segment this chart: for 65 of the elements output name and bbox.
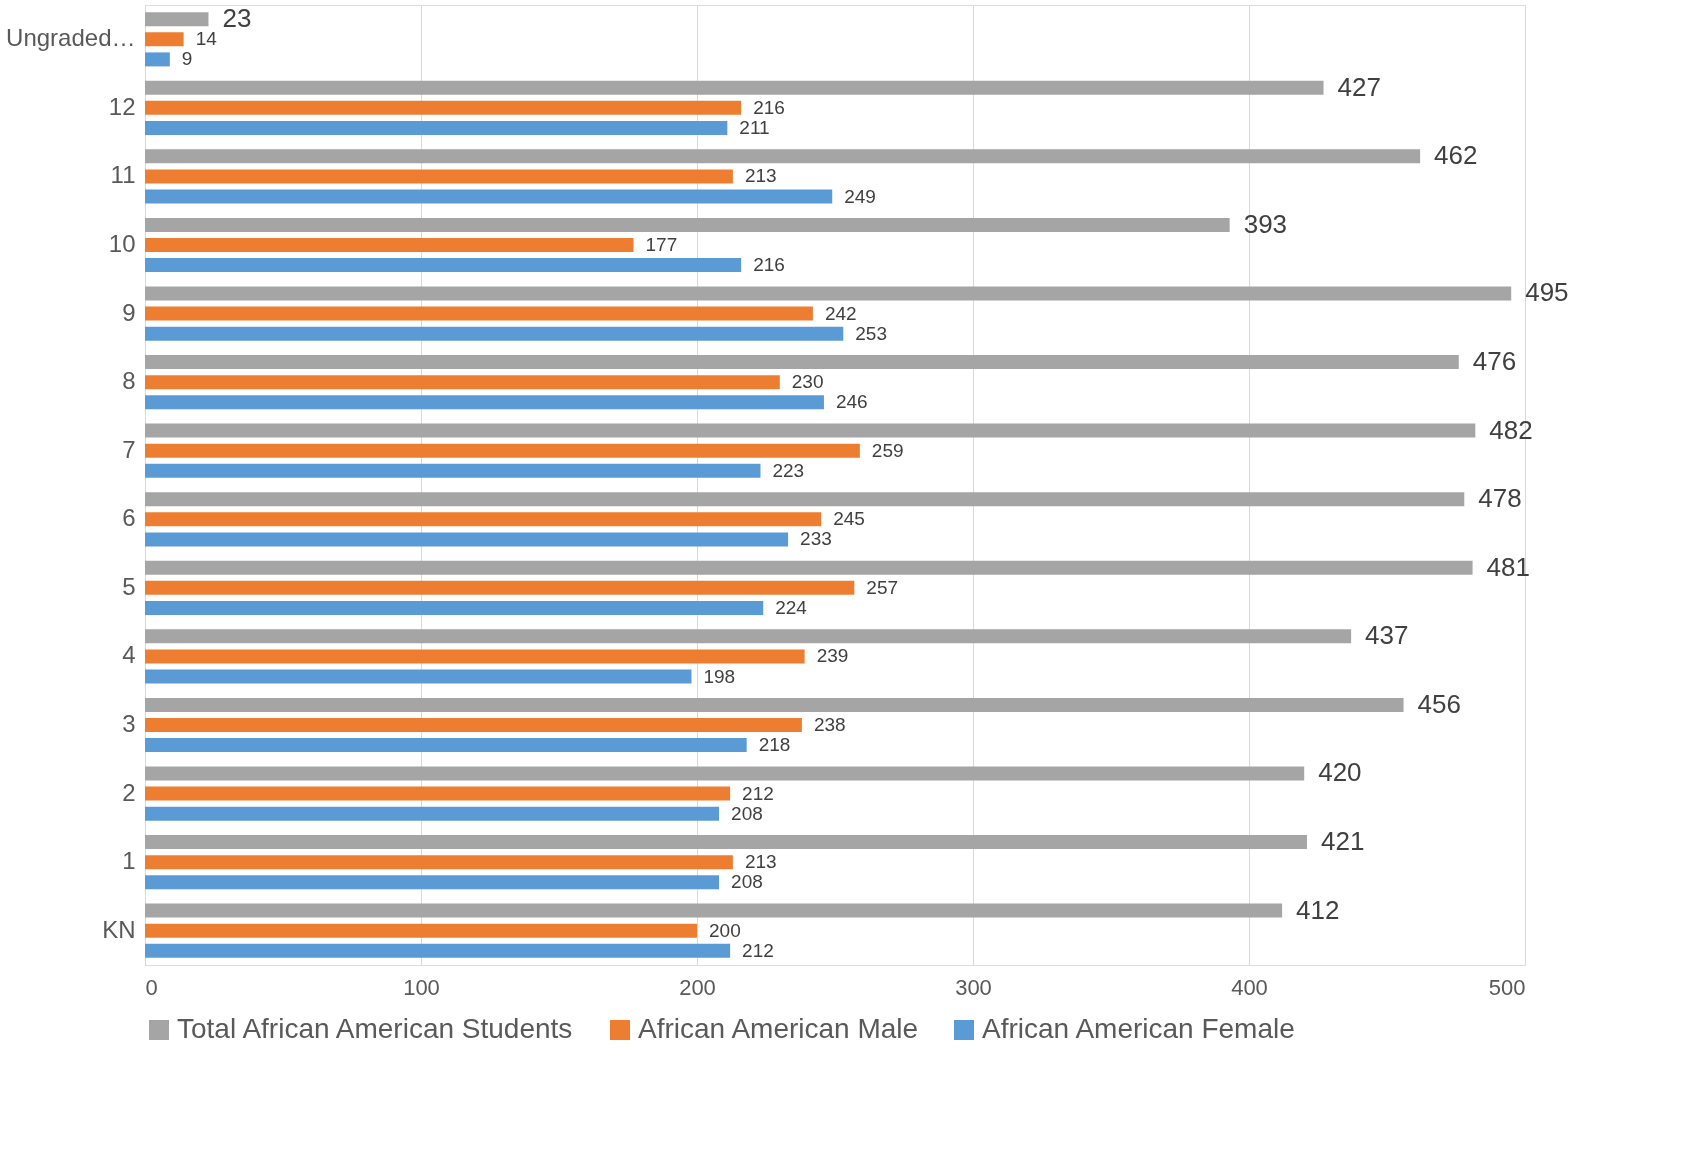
data-label: 208	[731, 802, 763, 824]
y-tick-label: 3	[122, 710, 136, 737]
y-tick-label: Ungraded…	[6, 24, 136, 52]
y-tick-label: 4	[122, 641, 136, 669]
y-tick-label: 7	[122, 435, 136, 463]
data-label: 224	[775, 596, 808, 618]
data-label: 242	[824, 302, 857, 324]
data-label: 9	[181, 48, 193, 70]
data-label: 437	[1365, 620, 1409, 651]
data-label: 259	[871, 439, 904, 461]
data-label: 238	[813, 714, 846, 735]
data-label: 200	[709, 919, 741, 941]
data-label: 253	[855, 322, 887, 344]
data-label: 495	[1525, 277, 1569, 308]
y-tick-label: KN	[102, 915, 136, 943]
data-label: 420	[1318, 757, 1362, 788]
x-tick-label: 0	[145, 974, 158, 1000]
data-label: 233	[800, 528, 832, 550]
y-tick-label: 12	[108, 92, 136, 120]
x-tick-label: 200	[679, 974, 716, 1000]
x-tick-label: 500	[1488, 974, 1526, 1000]
data-label: 223	[772, 459, 805, 481]
data-label: 481	[1486, 551, 1530, 582]
data-label: 216	[753, 254, 785, 276]
data-label: 476	[1472, 346, 1517, 377]
data-label: 257	[866, 576, 899, 598]
data-label: 211	[739, 116, 770, 138]
data-label: 482	[1489, 414, 1533, 445]
data-label: 246	[835, 391, 868, 413]
legend-label: African American Male	[638, 1013, 919, 1044]
data-label: 393	[1243, 208, 1288, 239]
data-label: 213	[744, 165, 777, 187]
data-label: 23	[222, 3, 252, 34]
y-tick-label: 5	[122, 572, 136, 600]
y-tick-label: 8	[122, 367, 136, 395]
x-tick-label: 100	[403, 974, 440, 1000]
data-label: 462	[1434, 140, 1478, 171]
data-label: 198	[703, 665, 736, 687]
data-label: 14	[195, 28, 218, 50]
data-label: 427	[1337, 71, 1381, 102]
data-label: 478	[1478, 483, 1522, 514]
legend-label: Total African American Students	[177, 1013, 573, 1044]
legend-label: African American Female	[982, 1013, 1295, 1044]
data-label: 213	[744, 851, 777, 873]
x-tick-label: 400	[1231, 974, 1268, 1000]
data-label: 212	[742, 782, 774, 804]
data-label: 230	[791, 371, 824, 393]
y-tick-label: 6	[122, 504, 136, 532]
y-tick-label: 2	[122, 778, 136, 806]
y-tick-label: 11	[110, 161, 136, 189]
data-label: 239	[816, 645, 849, 667]
data-label: 456	[1417, 688, 1461, 719]
data-label: 212	[742, 939, 774, 961]
data-label: 249	[844, 185, 876, 207]
y-tick-label: 9	[122, 298, 136, 326]
data-label: 216	[753, 96, 785, 118]
data-label: 208	[731, 871, 763, 893]
x-tick-label: 300	[955, 974, 992, 1000]
data-label: 412	[1296, 894, 1340, 925]
data-label: 177	[645, 234, 678, 255]
y-tick-label: 1	[122, 847, 136, 875]
data-label: 245	[833, 508, 865, 530]
y-tick-label: 10	[108, 230, 136, 257]
data-label: 421	[1320, 826, 1365, 857]
data-label: 218	[758, 734, 791, 756]
